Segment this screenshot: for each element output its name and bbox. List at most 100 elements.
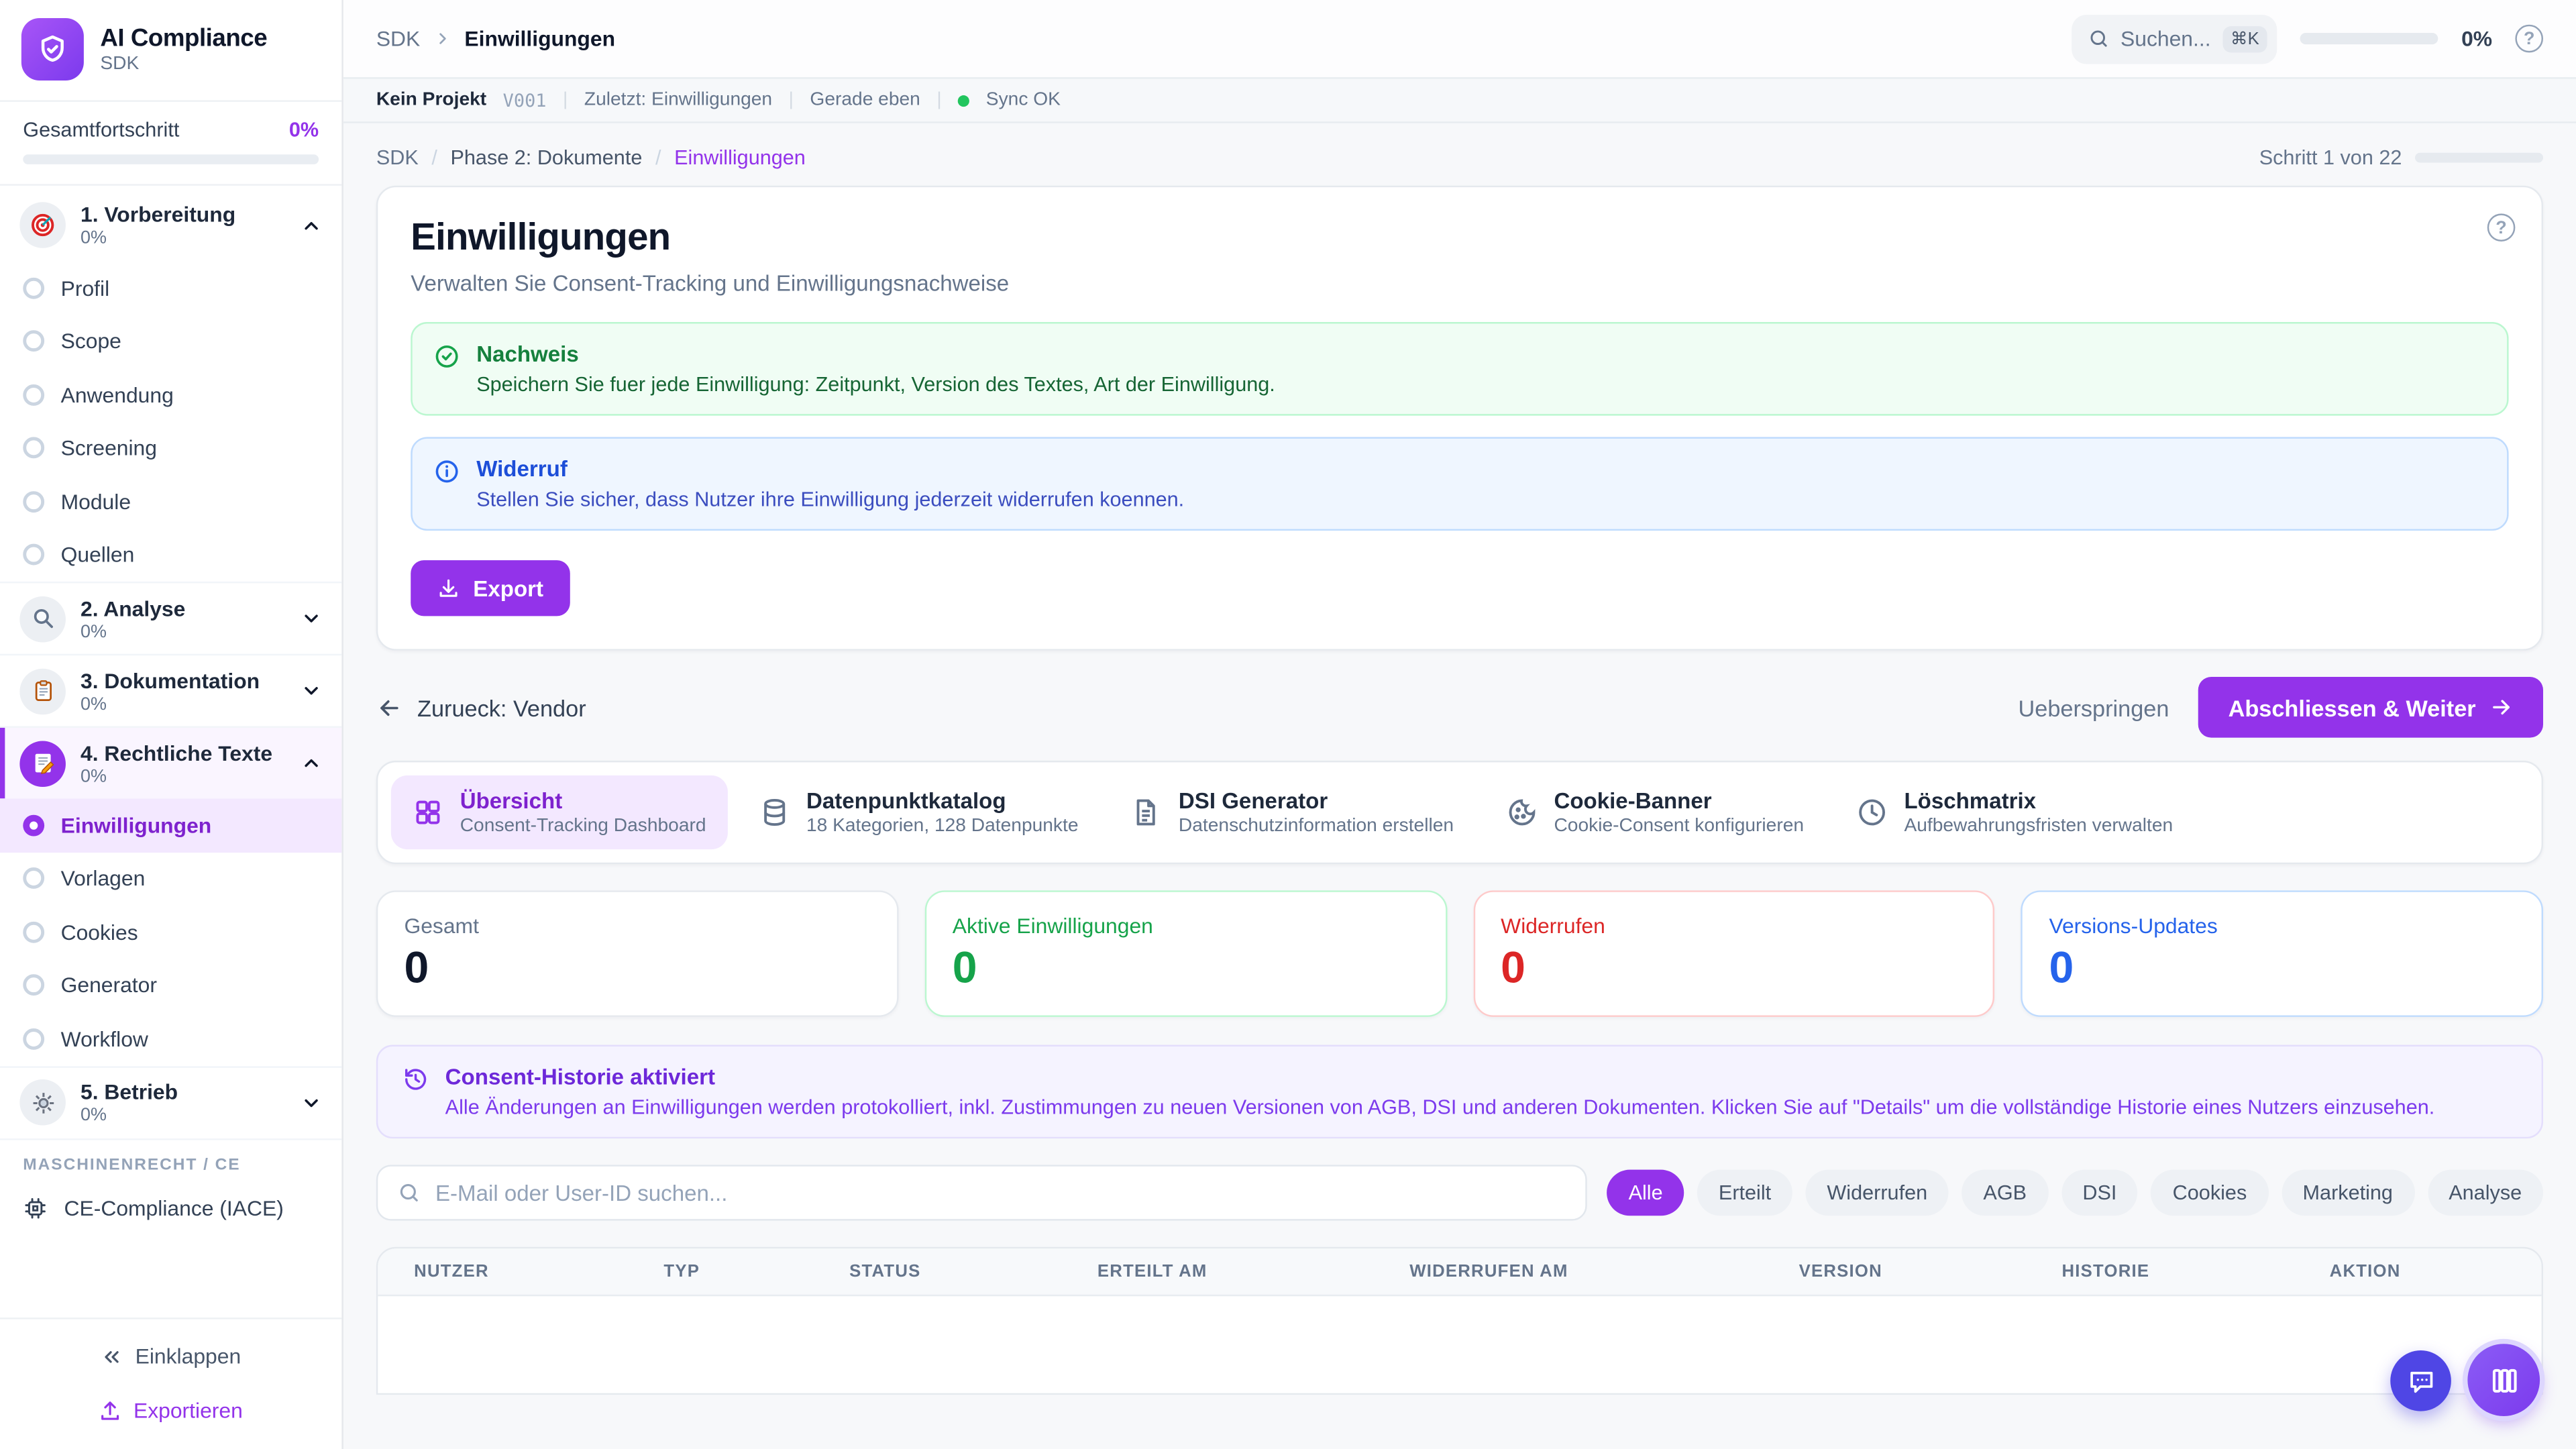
back-link[interactable]: Zurueck: Vendor <box>376 694 586 720</box>
chip-widerrufen[interactable]: Widerrufen <box>1805 1169 1949 1216</box>
chat-bubble-icon <box>2410 1371 2432 1392</box>
cpu-icon <box>25 1197 46 1219</box>
chip-alle[interactable]: Alle <box>1607 1169 1684 1216</box>
skip-button[interactable]: Ueberspringen <box>2018 694 2169 720</box>
page-subtitle: Verwalten Sie Consent-Tracking und Einwi… <box>411 271 1010 296</box>
export-button[interactable]: Export <box>411 560 570 616</box>
kanban-fab-button[interactable] <box>2467 1344 2540 1417</box>
chevron-right-icon <box>439 33 446 44</box>
sidebar-item-scope[interactable]: Scope <box>0 315 341 368</box>
header-progress-bar <box>2300 32 2438 45</box>
table-header-row: NUTZER TYP STATUS ERTEILT AM WIDERRUFEN … <box>378 1248 2542 1297</box>
sync-status-label: Sync OK <box>985 90 1061 111</box>
radio-icon <box>23 1028 45 1050</box>
stat-gesamt: Gesamt 0 <box>376 890 898 1017</box>
circle-info-icon <box>434 458 460 511</box>
sidebar-item-module[interactable]: Module <box>0 475 341 529</box>
collapse-sidebar-button[interactable]: Einklappen <box>0 1334 341 1379</box>
wizard-nav-row: Zurueck: Vendor Ueberspringen Abschliess… <box>376 676 2544 738</box>
memo-icon <box>19 740 66 786</box>
tab-cookie-banner[interactable]: Cookie-Banner Cookie-Consent konfigurier… <box>1485 775 1825 849</box>
radio-selected-icon <box>23 814 45 836</box>
overall-progress-label: Gesamtfortschritt <box>23 118 180 142</box>
grid-icon <box>416 800 440 824</box>
column-header-aktion: AKTION <box>2329 1261 2401 1282</box>
sidebar-export-button[interactable]: Exportieren <box>0 1388 341 1432</box>
breadcrumb-current: Einwilligungen <box>464 26 616 51</box>
sidebar-section-betrieb[interactable]: 5. Betrieb 0% <box>0 1065 342 1138</box>
magnifier-icon <box>19 595 66 642</box>
chevron-up-icon <box>305 759 318 767</box>
upload-icon <box>101 1401 119 1419</box>
page-content: SDK / Phase 2: Dokumente / Einwilligunge… <box>343 123 2576 1449</box>
sidebar-item-profil[interactable]: Profil <box>0 261 341 315</box>
tab-loeschmatrix[interactable]: Löschmatrix Aufbewahrungsfristen verwalt… <box>1835 775 2194 849</box>
sidebar-item-cookies[interactable]: Cookies <box>0 905 341 959</box>
crumb-sdk[interactable]: SDK <box>376 146 419 170</box>
alert-title: Nachweis <box>476 341 579 367</box>
help-icon[interactable]: ? <box>2515 24 2544 53</box>
search-icon <box>2090 30 2107 47</box>
consent-table: NUTZER TYP STATUS ERTEILT AM WIDERRUFEN … <box>376 1246 2544 1395</box>
download-icon <box>439 579 458 597</box>
global-search[interactable]: Suchen... ⌘K <box>2071 13 2277 64</box>
section-title: 4. Rechtliche Texte <box>80 740 273 765</box>
last-visited: Zuletzt: Einwilligungen <box>584 90 773 111</box>
column-header-version: VERSION <box>1799 1261 1882 1282</box>
chip-dsi[interactable]: DSI <box>2061 1169 2139 1216</box>
main-area: SDK Einwilligungen Suchen... ⌘K 0% ? Kei… <box>343 0 2576 1449</box>
section-title: 2. Analyse <box>80 595 186 621</box>
cookie-icon <box>1509 799 1536 826</box>
sidebar-item-ce-compliance[interactable]: CE-Compliance (IACE) <box>0 1181 341 1236</box>
radio-icon <box>23 921 45 943</box>
tab-dsi-generator[interactable]: DSI Generator Datenschutzinformation ers… <box>1110 775 1475 849</box>
chip-agb[interactable]: AGB <box>1962 1169 2048 1216</box>
user-search-input[interactable] <box>435 1180 1566 1205</box>
sidebar-item-workflow[interactable]: Workflow <box>0 1012 341 1066</box>
brand: AI Compliance SDK <box>0 0 342 102</box>
filter-chips: Alle Erteilt Widerrufen AGB DSI Cookies … <box>1607 1169 2544 1216</box>
chip-analyse[interactable]: Analyse <box>2427 1169 2544 1216</box>
chip-cookies[interactable]: Cookies <box>2151 1169 2269 1216</box>
radio-icon <box>23 867 45 890</box>
chat-fab-button[interactable] <box>2390 1350 2451 1411</box>
target-icon <box>19 202 66 248</box>
sidebar-section-vorbereitung[interactable]: 1. Vorbereitung 0% <box>0 189 341 262</box>
chip-marketing[interactable]: Marketing <box>2281 1169 2414 1216</box>
tab-datenpunktkatalog[interactable]: Datenpunktkatalog 18 Kategorien, 128 Dat… <box>737 775 1099 849</box>
sidebar-item-vorlagen[interactable]: Vorlagen <box>0 852 341 906</box>
finish-next-button[interactable]: Abschliessen & Weiter <box>2198 676 2544 738</box>
chip-erteilt[interactable]: Erteilt <box>1697 1169 1792 1216</box>
sidebar-section-rechtliche-texte[interactable]: 4. Rechtliche Texte 0% <box>0 726 342 799</box>
section-percent: 0% <box>80 1106 107 1126</box>
search-icon <box>400 1183 418 1201</box>
section-percent: 0% <box>80 621 107 642</box>
alert-widerruf: Widerruf Stellen Sie sicher, dass Nutzer… <box>411 437 2509 531</box>
crumb-phase[interactable]: Phase 2: Dokumente <box>450 146 643 170</box>
chevrons-left-icon <box>105 1350 119 1362</box>
status-bar: Kein Projekt V001 | Zuletzt: Einwilligun… <box>343 78 2576 123</box>
history-icon <box>402 1066 429 1118</box>
card-help-icon[interactable]: ? <box>2487 213 2516 242</box>
clipboard-icon <box>19 667 66 714</box>
overall-progress-bar <box>23 154 319 164</box>
consent-history-banner: Consent-Historie aktiviert Alle Änderung… <box>376 1044 2544 1139</box>
breadcrumb-root[interactable]: SDK <box>376 26 421 51</box>
search-shortcut-badge: ⌘K <box>2222 25 2268 52</box>
section-percent: 0% <box>80 766 107 786</box>
sidebar-item-screening[interactable]: Screening <box>0 421 341 475</box>
page-breadcrumb: SDK / Phase 2: Dokumente / Einwilligunge… <box>376 140 2544 186</box>
sidebar-item-generator[interactable]: Generator <box>0 959 341 1012</box>
sidebar-item-quellen[interactable]: Quellen <box>0 528 341 582</box>
header-progress-value: 0% <box>2461 26 2493 51</box>
shield-logo-icon <box>21 17 84 81</box>
overall-progress: Gesamtfortschritt 0% <box>0 102 342 186</box>
sidebar-section-analyse[interactable]: 2. Analyse 0% <box>0 581 342 654</box>
radio-icon <box>23 544 45 566</box>
tab-uebersicht[interactable]: Übersicht Consent-Tracking Dashboard <box>390 775 728 850</box>
radio-icon <box>23 490 45 513</box>
sidebar-item-anwendung[interactable]: Anwendung <box>0 368 341 422</box>
sidebar-item-einwilligungen[interactable]: Einwilligungen <box>0 798 342 852</box>
sidebar-section-dokumentation[interactable]: 3. Dokumentation 0% <box>0 653 342 727</box>
banner-text: Alle Änderungen an Einwilligungen werden… <box>445 1095 2435 1119</box>
